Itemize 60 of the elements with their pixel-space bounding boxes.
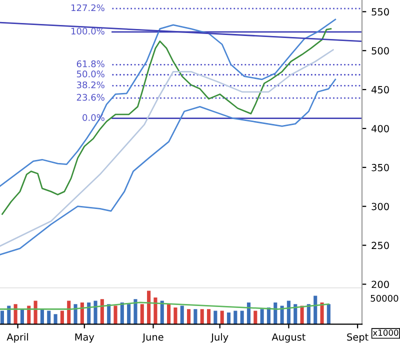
y-tick-label: 450 [372, 86, 389, 94]
x-tick-label: August [272, 333, 306, 343]
bar [80, 302, 84, 324]
text: x1000 [372, 330, 398, 336]
line-series [2, 28, 332, 215]
bar [47, 310, 51, 324]
y-tick-label: 400 [372, 124, 389, 132]
line-series [0, 78, 336, 256]
bar [154, 297, 158, 324]
annotation: 38.2% [76, 81, 104, 88]
annotation: 127.2% [72, 4, 104, 12]
x-tick-label: May [75, 333, 94, 343]
bar [326, 304, 330, 324]
bar [214, 310, 218, 324]
bar [100, 299, 104, 324]
y-tick-label: 350 [372, 164, 389, 172]
bar [186, 309, 191, 324]
bar [114, 306, 118, 324]
bar [260, 309, 264, 324]
y-tick-label: 300 [372, 202, 389, 210]
bar [314, 296, 318, 324]
annotation: 50.0% [76, 70, 104, 78]
y-tick-label: 500 [372, 47, 389, 54]
annotation: 23.6% [76, 94, 104, 101]
bar [147, 290, 151, 324]
annotation: 61.8% [76, 60, 104, 68]
bar [134, 299, 138, 324]
x-tick-label: June [142, 333, 164, 342]
bar [220, 310, 224, 324]
bar [94, 300, 98, 324]
x-tick-label: Sept [347, 333, 368, 343]
bar [74, 304, 78, 324]
bar [174, 307, 178, 324]
bar [254, 310, 258, 324]
bar [194, 309, 198, 324]
bar [234, 310, 238, 324]
bar [294, 304, 298, 324]
bar [226, 312, 231, 324]
bar [206, 309, 211, 324]
line-series [0, 49, 334, 247]
line-series [0, 18, 336, 187]
bar [180, 306, 184, 324]
bar [127, 304, 131, 324]
y-tick-label: 250 [372, 242, 389, 250]
y-tick-label: 550 [372, 8, 389, 16]
bar [60, 310, 64, 324]
bar [200, 309, 204, 324]
y-tick-label: 200 [372, 280, 389, 288]
annotation: 100.0% [72, 28, 104, 35]
bar [140, 304, 144, 324]
bar [274, 302, 278, 324]
bar [54, 314, 58, 324]
x-tick-label: July [210, 333, 228, 343]
bar [160, 300, 164, 324]
bar [0, 310, 4, 324]
x-tick-label: April [6, 333, 28, 343]
bar [240, 310, 244, 324]
bar [167, 304, 171, 324]
bar [320, 302, 324, 324]
text: 50000 [370, 294, 398, 302]
